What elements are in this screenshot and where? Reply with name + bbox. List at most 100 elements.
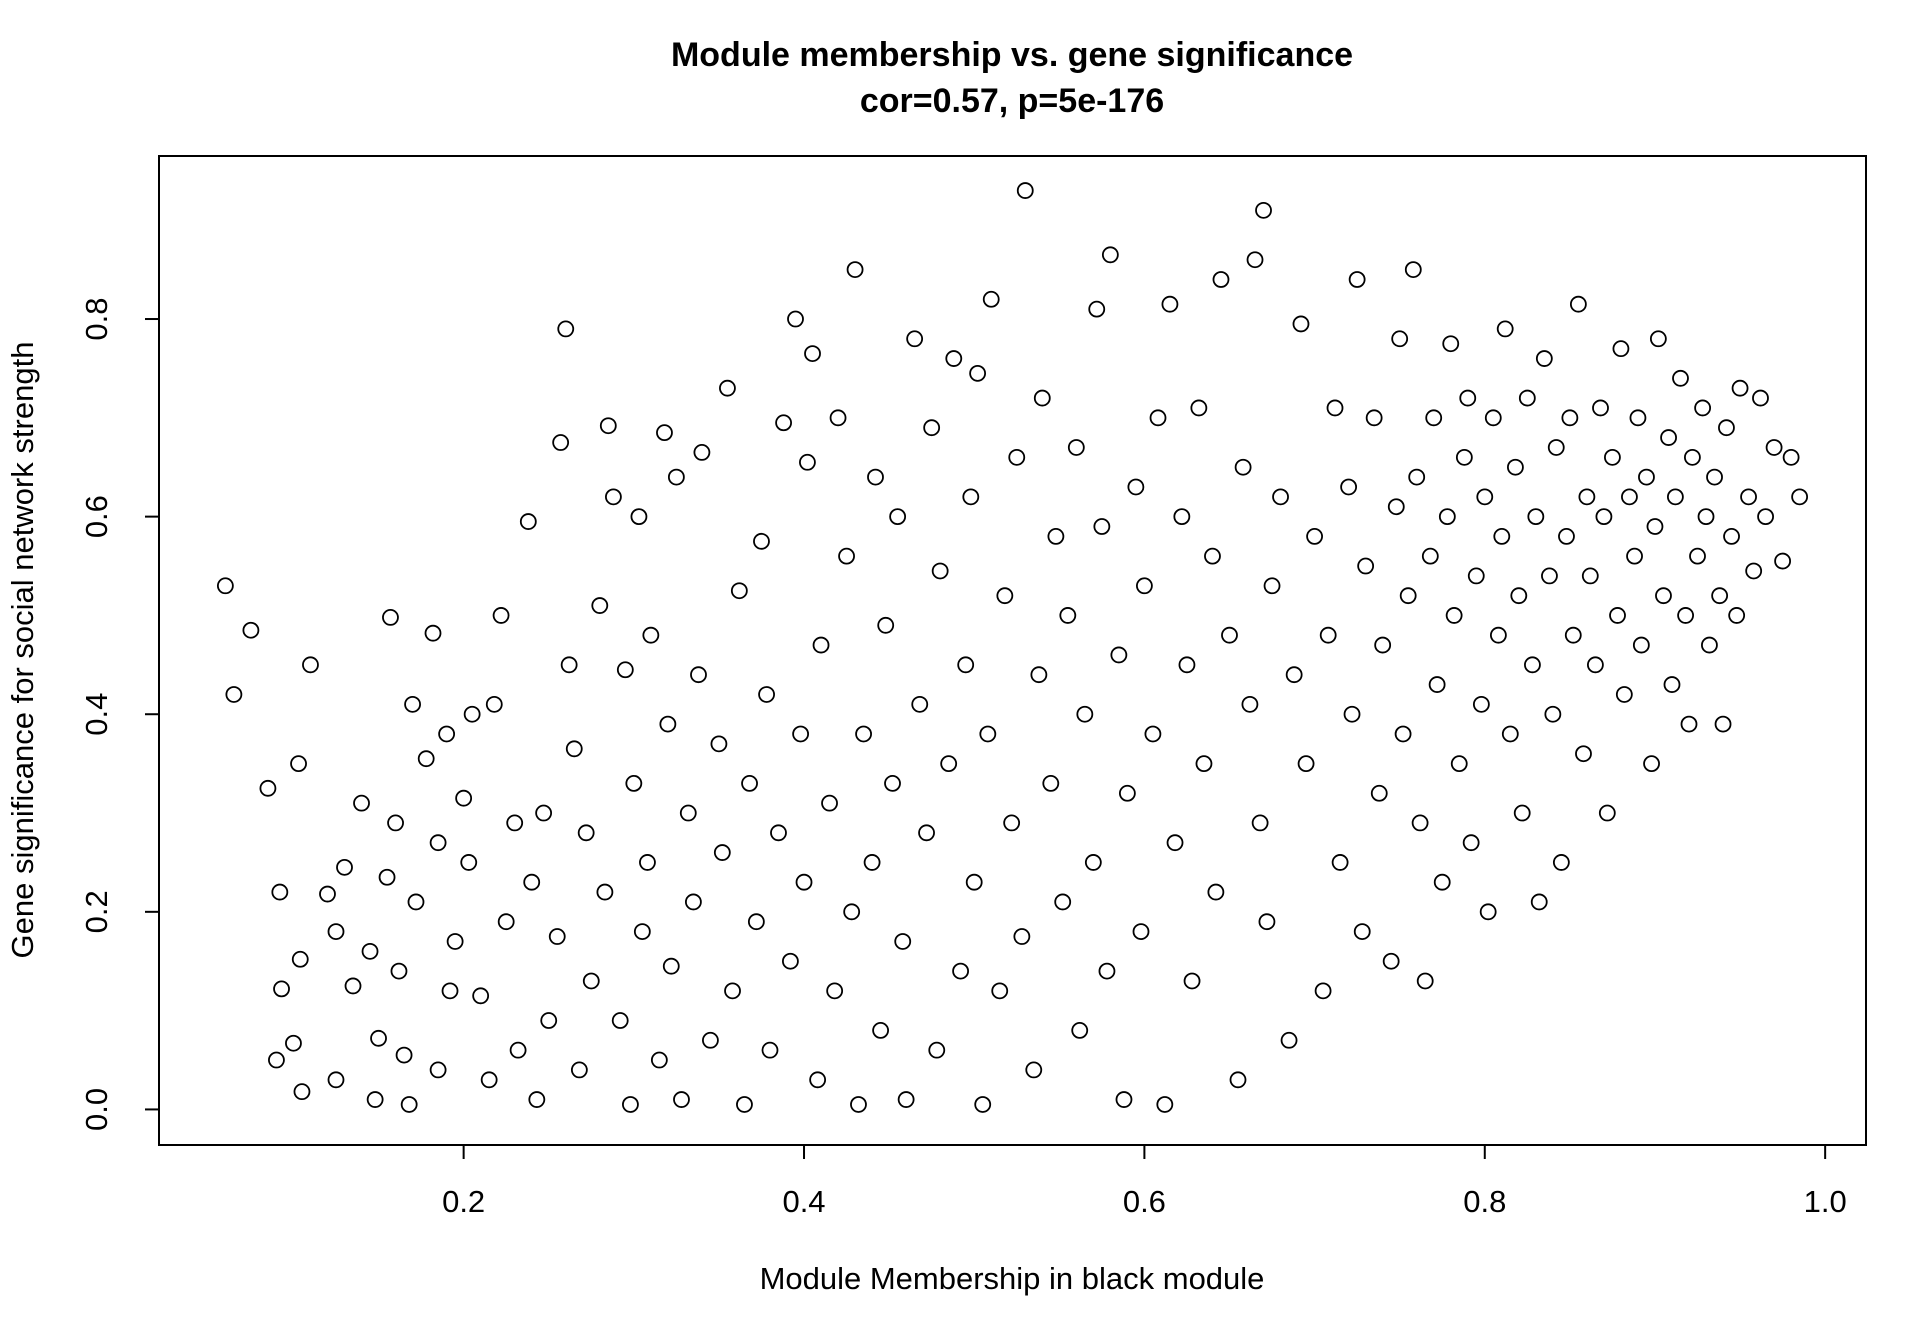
point [404,695,421,713]
point [952,962,969,980]
chart-title: Module membership vs. gene significance [671,36,1353,74]
point [1680,715,1698,733]
point [271,883,289,901]
point [1013,928,1031,945]
point [1135,577,1153,595]
point [1221,626,1238,644]
point [982,290,1000,308]
point [761,1041,779,1059]
point [884,774,901,792]
point [782,952,799,970]
point [438,725,456,743]
point [1178,656,1196,674]
point [506,814,524,832]
point [1459,389,1477,407]
point [812,636,830,654]
point [630,508,648,526]
point [877,616,895,634]
point [1524,656,1541,674]
point [679,804,697,822]
point [1292,315,1310,333]
point [1493,527,1511,545]
point [1467,567,1485,585]
y-tick-label: 0.6 [79,495,114,538]
point [1564,626,1582,644]
point [570,1061,588,1079]
point [1008,448,1026,466]
x-tick-label: 0.8 [1463,1184,1506,1219]
point [548,928,566,945]
point [1093,518,1111,535]
point [1047,527,1065,545]
point [492,607,510,624]
point [1450,755,1468,773]
point [1280,1031,1298,1049]
point [1391,330,1409,348]
point [702,1031,719,1049]
point [1042,774,1060,792]
point [1660,429,1677,446]
point [736,1096,753,1113]
point [293,1083,311,1101]
point [1382,952,1400,970]
point [1399,587,1417,605]
point [1740,488,1757,506]
point [1718,419,1735,437]
point [799,453,816,471]
point [1425,409,1443,427]
point [1632,636,1650,654]
point [1101,246,1119,264]
point [552,434,570,451]
point [1387,498,1405,516]
point [1204,547,1221,565]
point [906,330,924,348]
point [582,972,600,990]
point [1496,320,1514,338]
point [1697,508,1715,526]
point [1161,295,1179,313]
point [846,261,864,279]
point [1411,814,1429,832]
point [336,858,353,876]
point [724,982,741,1000]
point [1272,488,1289,506]
point [1404,261,1422,279]
point [1054,893,1072,911]
point [1132,923,1150,940]
point [1416,972,1434,990]
point [829,409,847,427]
point [1655,587,1672,605]
point [1285,666,1303,684]
point [565,740,583,758]
point [1666,488,1684,506]
point [1752,389,1769,407]
point [1592,399,1609,417]
point [424,624,442,642]
point [979,725,997,743]
point [713,844,731,861]
point [965,873,983,891]
point [387,814,404,832]
point [382,609,399,626]
point [850,1096,867,1113]
point [1694,399,1712,417]
point [509,1041,527,1059]
point [460,854,478,871]
point [1643,755,1660,773]
point [327,923,345,940]
point [577,824,595,842]
point [1774,552,1792,570]
chart-subtitle: cor=0.57, p=5e-176 [860,82,1164,120]
point [1067,439,1085,456]
point [730,582,748,600]
point [523,873,541,891]
point [1212,271,1230,288]
point [519,513,537,530]
point [1586,656,1604,674]
point [1241,695,1259,713]
point [684,893,702,911]
point [1558,527,1575,545]
point [497,913,515,931]
point [1646,518,1664,535]
